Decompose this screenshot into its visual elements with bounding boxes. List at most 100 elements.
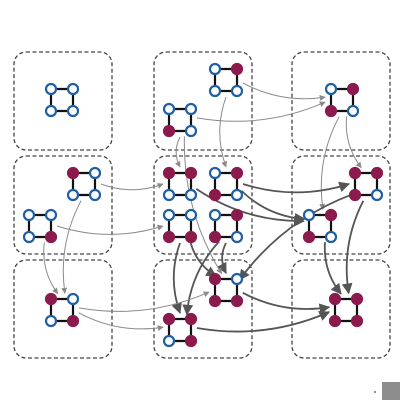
- empty-node: [208, 62, 222, 76]
- square-graph-g15: [162, 312, 198, 348]
- empty-node: [208, 166, 222, 180]
- arrow-g4-to-g11: [319, 116, 340, 210]
- filled-node: [230, 166, 244, 180]
- cell-boxes: [13, 51, 391, 359]
- filled-node: [350, 314, 364, 328]
- arrow-g2-to-g8: [219, 96, 228, 168]
- empty-node: [230, 84, 244, 98]
- arrow-g13-to-g14: [78, 291, 210, 312]
- filled-node: [328, 314, 342, 328]
- corner-mark: [382, 382, 400, 400]
- square-graph-g4: [324, 82, 360, 118]
- arrow-g15-to-g16: [196, 310, 331, 333]
- arrow-g7-to-g11: [195, 188, 305, 227]
- cell-box-r0c1: [153, 51, 253, 151]
- square-graph-g3: [162, 102, 198, 138]
- filled-node: [162, 166, 176, 180]
- filled-node: [346, 82, 360, 96]
- filled-node: [230, 62, 244, 76]
- filled-node: [230, 208, 244, 222]
- cell-box-r1c2: [291, 155, 391, 255]
- empty-node: [184, 124, 198, 138]
- arrow-g12-to-g16: [341, 200, 365, 295]
- arrow-g10-to-g15: [182, 240, 220, 316]
- filled-node: [184, 334, 198, 348]
- filled-node: [208, 294, 222, 308]
- arrow-g13-to-g15: [78, 312, 164, 331]
- filled-node: [328, 292, 342, 306]
- filled-node: [370, 166, 384, 180]
- filled-node: [162, 124, 176, 138]
- empty-node: [44, 314, 58, 328]
- empty-node: [22, 230, 36, 244]
- arrow-g2-to-g4: [242, 82, 326, 101]
- empty-node: [370, 188, 384, 202]
- empty-node: [324, 82, 338, 96]
- filled-node: [230, 294, 244, 308]
- empty-node: [184, 208, 198, 222]
- square-graph-g10: [208, 208, 244, 244]
- cell-box-r2c0: [13, 259, 113, 359]
- cell-box-r1c1: [153, 155, 253, 255]
- arrow-g8-to-g11: [240, 190, 306, 224]
- arrow-g5-to-g13: [61, 200, 82, 294]
- filled-node: [348, 166, 362, 180]
- empty-node: [66, 104, 80, 118]
- empty-node: [44, 208, 58, 222]
- filled-node: [184, 166, 198, 180]
- filled-node: [66, 314, 80, 328]
- empty-node: [230, 272, 244, 286]
- empty-node: [208, 84, 222, 98]
- empty-node: [66, 82, 80, 96]
- transition-arrows: [43, 82, 365, 333]
- empty-node: [302, 208, 316, 222]
- square-graph-g9: [162, 208, 198, 244]
- empty-node: [184, 102, 198, 116]
- arrow-g10-to-g14: [216, 242, 227, 274]
- arrow-g3-to-g7: [174, 136, 181, 168]
- filled-node: [208, 188, 222, 202]
- filled-node: [302, 230, 316, 244]
- empty-node: [88, 166, 102, 180]
- empty-node: [162, 102, 176, 116]
- arrow-g6-to-g9: [56, 224, 164, 235]
- empty-node: [346, 104, 360, 118]
- empty-node: [44, 104, 58, 118]
- filled-node: [324, 208, 338, 222]
- filled-node: [348, 188, 362, 202]
- corner-dot: [374, 391, 376, 393]
- square-graph-g12: [348, 166, 384, 202]
- arrow-g3-to-g4: [196, 101, 326, 122]
- arrow-g9-to-g15: [171, 242, 182, 315]
- arrow-g3-to-g14: [183, 136, 223, 275]
- filled-node: [208, 272, 222, 286]
- cell-box-r0c0: [13, 51, 113, 151]
- empty-node: [230, 230, 244, 244]
- empty-node: [88, 188, 102, 202]
- empty-node: [44, 82, 58, 96]
- filled-node: [44, 292, 58, 306]
- arrow-g12-to-g14: [238, 193, 353, 281]
- empty-node: [208, 208, 222, 222]
- empty-node: [230, 188, 244, 202]
- filled-node: [162, 230, 176, 244]
- square-graph-g1: [44, 82, 80, 118]
- filled-node: [350, 292, 364, 306]
- square-graph-g16: [328, 292, 364, 328]
- square-graph-g14: [208, 272, 244, 308]
- filled-node: [184, 312, 198, 326]
- cell-box-r0c2: [291, 51, 391, 151]
- empty-node: [22, 208, 36, 222]
- square-graph-g8: [208, 166, 244, 202]
- empty-node: [184, 188, 198, 202]
- arrow-g14-to-g16: [242, 292, 331, 315]
- filled-node: [66, 166, 80, 180]
- empty-node: [324, 230, 338, 244]
- empty-node: [66, 188, 80, 202]
- square-graph-g6: [22, 208, 58, 244]
- square-graph-g7: [162, 166, 198, 202]
- filled-node: [324, 104, 338, 118]
- square-graph-g5: [66, 166, 102, 202]
